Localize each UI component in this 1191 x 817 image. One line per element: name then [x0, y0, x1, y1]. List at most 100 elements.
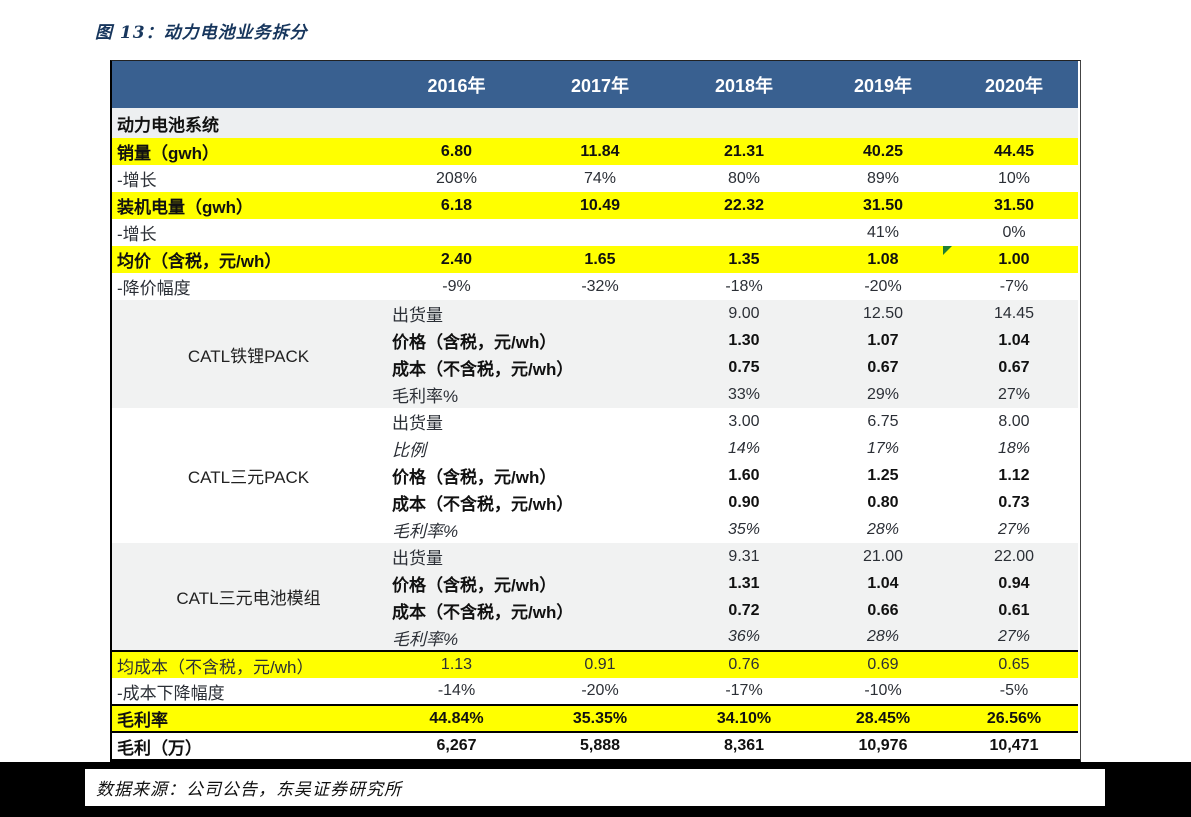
- cell-value: 17%: [866, 439, 900, 457]
- data-table: 2016年 2017年 2018年 2019年 2020年 动力电池系统 销量（gwh） 6…: [112, 61, 1078, 759]
- table-row: -降价幅度 -9% -32% -18% -20% -7%: [112, 273, 1078, 300]
- table-row: -增长 208% 74% 80% 89% 10%: [112, 165, 1078, 192]
- cell-value: 1.08: [816, 246, 950, 273]
- section-header-row: 动力电池系统: [112, 108, 1078, 138]
- table-row: 价格（含税，元/wh） 1.30 1.07 1.04: [112, 327, 1078, 354]
- cell-value: 9.00: [672, 300, 816, 327]
- source-note-card: 数据来源：公司公告，东吴证券研究所: [85, 769, 1105, 806]
- cell-value: 0.65: [950, 650, 1078, 678]
- cell-value: 3.00: [728, 412, 760, 430]
- cell-value: 10%: [997, 169, 1031, 187]
- column-header: 2020年: [950, 61, 1078, 108]
- sub-row-label: 成本（不含税，元/wh）: [385, 597, 672, 624]
- cell-value: 28%: [816, 624, 950, 651]
- row-label: 毛利率: [112, 704, 385, 732]
- cell-value: 27%: [950, 381, 1078, 408]
- group-label: CATL三元电池模组: [112, 543, 385, 651]
- cell-value: 21.00: [816, 543, 950, 570]
- cell-value: 0.67: [950, 354, 1078, 381]
- table-row: 毛利（万） 6,267 5,888 8,361 10,976 10,471: [112, 731, 1078, 759]
- cell-value: 1.04: [950, 327, 1078, 354]
- cell-value: 40.25: [816, 138, 950, 165]
- corner-cell: [112, 61, 385, 108]
- cell-value: 1.30: [672, 327, 816, 354]
- sub-row-label: 毛利率%: [385, 624, 672, 651]
- cell-value: 14%: [727, 439, 761, 457]
- cell-value: 208%: [436, 169, 477, 187]
- row-label: 销量（gwh）: [112, 138, 385, 165]
- cell-value: 0.75: [672, 354, 816, 381]
- cell-value: 0.73: [998, 493, 1030, 511]
- sub-row-label: 毛利率%: [385, 381, 672, 408]
- cell-value: 0.72: [672, 597, 816, 624]
- row-label: -成本下降幅度: [117, 683, 225, 703]
- cell-value: 1.60: [728, 466, 760, 484]
- table-row: CATL铁锂PACK 出货量 9.00 12.50 14.45: [112, 300, 1078, 408]
- cell-value: -9%: [442, 277, 471, 295]
- section-header: 动力电池系统: [112, 108, 1078, 138]
- cell-value: 22.32: [672, 192, 816, 219]
- cell-value: -20%: [864, 277, 902, 295]
- cell-value: 0.76: [672, 650, 816, 678]
- table-row: 毛利率% 36% 28% 27%: [112, 624, 1078, 651]
- source-note: 数据来源：公司公告，东吴证券研究所: [96, 780, 402, 800]
- sub-row-label: 价格（含税，元/wh）: [385, 327, 672, 354]
- cell-value: 1.13: [385, 650, 528, 678]
- column-header: 2017年: [528, 61, 672, 108]
- cell-value: 0.91: [528, 650, 672, 678]
- cell-value: -10%: [864, 682, 902, 699]
- table-header-row: 2016年 2017年 2018年 2019年 2020年: [112, 61, 1078, 108]
- battery-business-table-wrap: 2016年 2017年 2018年 2019年 2020年 动力电池系统 销量（gwh） 6…: [110, 60, 1081, 763]
- cell-value: 44.84%: [385, 704, 528, 732]
- cell-value: 2.40: [385, 246, 528, 273]
- cell-value: 28.45%: [816, 704, 950, 732]
- table-row: 成本（不含税，元/wh） 0.90 0.80 0.73: [112, 489, 1078, 516]
- cell-value: 9.31: [672, 543, 816, 570]
- cell-value: 89%: [866, 169, 900, 187]
- table-row: 毛利率% 33% 29% 27%: [112, 381, 1078, 408]
- cell-value: -20%: [581, 682, 619, 699]
- column-header: 2019年: [816, 61, 950, 108]
- cell-value: [528, 219, 672, 246]
- cell-value: 10,976: [816, 731, 950, 759]
- table-row: 成本（不含税，元/wh） 0.72 0.66 0.61: [112, 597, 1078, 624]
- cell-value: 0.67: [816, 354, 950, 381]
- cell-value: 8,361: [672, 731, 816, 759]
- cell-value: 0.61: [950, 597, 1078, 624]
- cell-value: -5%: [999, 682, 1029, 699]
- cell-value: 10.49: [528, 192, 672, 219]
- cell-value: 0.94: [950, 570, 1078, 597]
- cell-value: 1.07: [816, 327, 950, 354]
- sub-row-label: 价格（含税，元/wh）: [392, 468, 557, 487]
- cell-value: 33%: [672, 381, 816, 408]
- cell-value: -17%: [725, 682, 763, 699]
- cell-value: 1.35: [672, 246, 816, 273]
- column-header: 2016年: [385, 61, 528, 108]
- sub-row-label: 出货量: [385, 543, 672, 570]
- cell-value: 27%: [950, 624, 1078, 651]
- table-row: 均价（含税，元/wh） 2.40 1.65 1.35 1.08 1.00: [112, 246, 1078, 273]
- table-row: 装机电量（gwh） 6.18 10.49 22.32 31.50 31.50: [112, 192, 1078, 219]
- sub-row-label: 出货量: [392, 414, 443, 433]
- cell-value: 21.31: [672, 138, 816, 165]
- cell-value: 22.00: [950, 543, 1078, 570]
- cell-value: 11.84: [528, 138, 672, 165]
- row-label: -增长: [117, 225, 157, 244]
- cell-value: 0.66: [816, 597, 950, 624]
- cell-value: 41%: [866, 223, 900, 241]
- table-row: CATL三元电池模组 出货量 9.31 21.00 22.00: [112, 543, 1078, 651]
- cell-value: 29%: [816, 381, 950, 408]
- table-row: 成本（不含税，元/wh） 0.75 0.67 0.67: [112, 354, 1078, 381]
- table-row: 均成本（不含税，元/wh） 1.13 0.91 0.76 0.69 0.65: [112, 650, 1078, 678]
- table-row: 价格（含税，元/wh） 1.60 1.25 1.12: [112, 462, 1078, 489]
- cell-value: 14.45: [950, 300, 1078, 327]
- cell-value: 35%: [727, 520, 761, 538]
- cell-value: 0.69: [816, 650, 950, 678]
- cell-value: 1.65: [528, 246, 672, 273]
- table-row: 毛利率% 35% 28% 27%: [112, 516, 1078, 543]
- cell-value: 44.45: [950, 138, 1078, 165]
- cell-value: 1.31: [672, 570, 816, 597]
- cell-value: 18%: [997, 439, 1031, 457]
- row-label: 毛利（万）: [112, 731, 385, 759]
- cell-value: 5,888: [528, 731, 672, 759]
